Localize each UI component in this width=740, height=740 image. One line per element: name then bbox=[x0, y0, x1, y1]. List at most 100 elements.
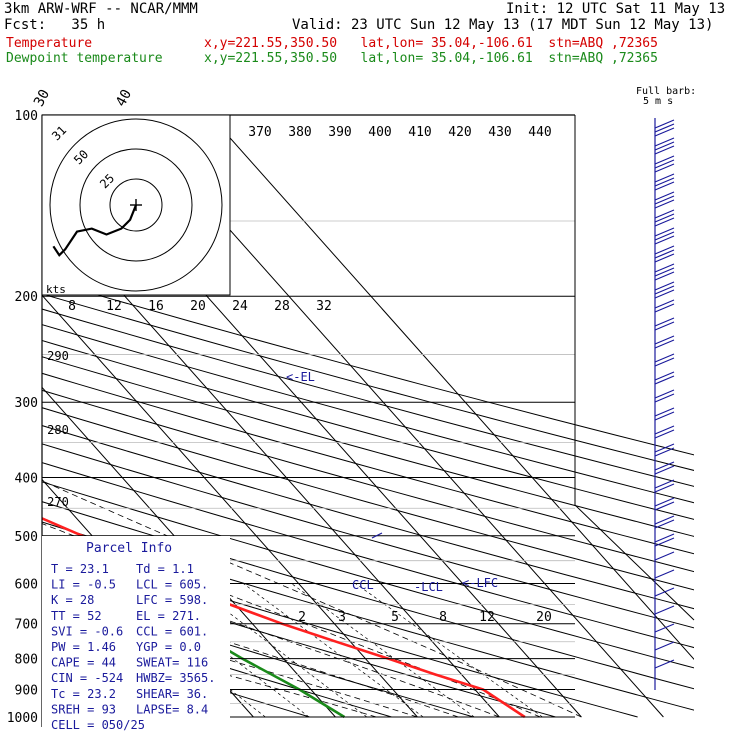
wind-barb bbox=[654, 515, 675, 525]
wind-barb bbox=[654, 317, 675, 327]
dry-adiabat-line bbox=[42, 407, 694, 591]
wind-barb bbox=[654, 551, 675, 561]
wind-barb bbox=[654, 213, 675, 223]
wind-barb bbox=[654, 339, 675, 349]
dewpoint-legend-info: x,y=221.55,350.50 lat,lon= 35.04,-106.61… bbox=[204, 51, 658, 66]
parcel-info-title: Parcel Info bbox=[86, 541, 172, 556]
wind-barb bbox=[654, 299, 675, 309]
init-time: Init: 12 UTC Sat 11 May 13 bbox=[506, 1, 726, 17]
parcel-info-right: EL = 271. bbox=[136, 609, 201, 623]
wind-barb bbox=[654, 447, 675, 457]
model-title: 3km ARW-WRF -- NCAR/MMM bbox=[4, 1, 198, 17]
wind-barb bbox=[654, 407, 675, 417]
mixing-ratio-line bbox=[355, 583, 543, 718]
isotherm-line bbox=[42, 294, 418, 718]
theta-label: 280 bbox=[47, 423, 69, 437]
wind-barb bbox=[654, 321, 675, 331]
pressure-label: 100 bbox=[15, 109, 38, 124]
pressure-label: 500 bbox=[15, 530, 38, 545]
parcel-info-right: CCL = 601. bbox=[136, 624, 208, 638]
wind-barb bbox=[654, 429, 675, 439]
forecast-hour: Fcst: 35 h bbox=[4, 17, 106, 33]
isotherm-label: 30 bbox=[31, 87, 53, 109]
wind-barb bbox=[654, 371, 675, 381]
pressure-label: 700 bbox=[15, 618, 38, 633]
pressure-label: 300 bbox=[15, 396, 38, 411]
speed-label: 28 bbox=[274, 299, 290, 314]
parcel-info-right: Td = 1.1 bbox=[136, 562, 194, 576]
lcl-marker: -LCL bbox=[414, 580, 443, 594]
el-marker: <-EL bbox=[286, 370, 315, 384]
wind-barb bbox=[654, 281, 675, 291]
valid-time: Valid: 23 UTC Sun 12 May 13 (17 MDT Sun … bbox=[292, 17, 714, 33]
wind-barb bbox=[654, 537, 675, 547]
parcel-info-left: PW = 1.46 bbox=[51, 640, 116, 654]
ccl-marker: CCL bbox=[352, 578, 374, 592]
pressure-label: 900 bbox=[15, 683, 38, 698]
wind-barb bbox=[654, 159, 675, 169]
wind-barb bbox=[654, 411, 675, 421]
wind-barb bbox=[654, 199, 675, 209]
speed-label: 32 bbox=[316, 299, 332, 314]
lcl-tick bbox=[371, 532, 383, 539]
mixing-ratio-line bbox=[189, 583, 368, 718]
wind-barb bbox=[654, 465, 675, 475]
wind-barb bbox=[654, 249, 675, 259]
hodograph-ring bbox=[79, 148, 193, 262]
wind-barb bbox=[654, 659, 675, 669]
wind-barb bbox=[654, 605, 675, 615]
mixing-ratio-line bbox=[243, 583, 424, 718]
temperature-legend-info: x,y=221.55,350.50 lat,lon= 35.04,-106.61… bbox=[204, 36, 658, 51]
wind-barb bbox=[654, 181, 675, 191]
wind-barb bbox=[654, 393, 675, 403]
wind-barb bbox=[654, 235, 675, 245]
isotherm-label: 40 bbox=[113, 87, 135, 109]
parcel-info-right: LFC = 598. bbox=[136, 593, 208, 607]
isotherm-line bbox=[42, 386, 336, 718]
wind-barb bbox=[654, 623, 675, 633]
wind-barb bbox=[654, 253, 675, 263]
theta-label: 290 bbox=[47, 349, 69, 363]
theta-label: 410 bbox=[408, 125, 431, 140]
barb-key-label: Full barb: bbox=[636, 86, 696, 97]
pressure-label: 200 bbox=[15, 290, 38, 305]
wind-barb bbox=[654, 289, 675, 299]
wind-barb bbox=[654, 335, 675, 345]
parcel-info-right: LAPSE= 8.4 bbox=[136, 702, 208, 716]
hodograph-ring bbox=[49, 118, 223, 292]
right-skew-border bbox=[574, 504, 695, 621]
hodograph-trace bbox=[52, 204, 138, 257]
wind-barb bbox=[654, 163, 675, 173]
wind-barb bbox=[654, 271, 675, 281]
speed-label: 16 bbox=[148, 299, 164, 314]
pressure-label: 800 bbox=[15, 653, 38, 668]
theta-label: 440 bbox=[528, 125, 551, 140]
mixing-ratio-label: 12 bbox=[479, 610, 495, 625]
barb-key-unit: 5 m s bbox=[643, 96, 673, 107]
wind-barb bbox=[654, 641, 675, 651]
parcel-info-left: CIN = -524 bbox=[51, 671, 123, 685]
wind-barb bbox=[654, 443, 675, 453]
speed-label: 8 bbox=[68, 299, 76, 314]
pressure-label: 1000 bbox=[7, 711, 38, 726]
wind-barb bbox=[654, 389, 675, 399]
parcel-info-left: CELL = 050/25 bbox=[51, 718, 145, 732]
isotherm-line bbox=[0, 115, 7, 717]
wind-barb bbox=[654, 533, 675, 543]
parcel-info-right: SWEAT= 116 bbox=[136, 656, 208, 670]
mixing-ratio-label: 2 bbox=[298, 610, 306, 625]
wind-barb bbox=[654, 587, 675, 597]
theta-label: 420 bbox=[448, 125, 471, 140]
wind-barb bbox=[654, 127, 675, 137]
parcel-info-right: HWBZ= 3565. bbox=[136, 671, 215, 685]
wind-barb bbox=[654, 155, 675, 165]
wind-barb bbox=[654, 461, 675, 471]
wind-barb bbox=[654, 519, 675, 529]
parcel-info-left: K = 28 bbox=[51, 593, 94, 607]
mixing-ratio-line bbox=[291, 583, 475, 718]
parcel-info-box bbox=[42, 536, 230, 727]
dry-adiabat-line bbox=[42, 389, 694, 573]
wind-barb bbox=[654, 177, 675, 187]
wind-barb bbox=[654, 137, 675, 147]
